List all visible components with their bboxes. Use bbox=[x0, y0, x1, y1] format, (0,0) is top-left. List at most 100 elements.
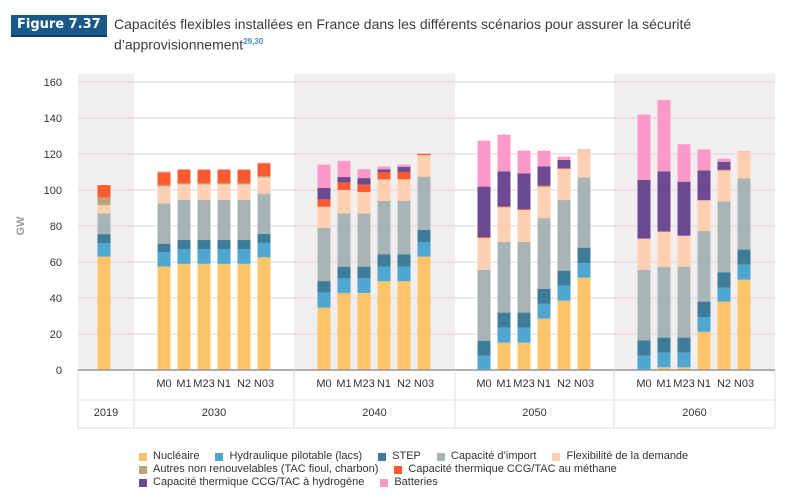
bar-segment bbox=[317, 281, 331, 293]
y-tick-label: 20 bbox=[50, 329, 62, 341]
legend-swatch bbox=[394, 465, 403, 474]
bar-segment bbox=[397, 254, 411, 267]
bar-segment bbox=[317, 164, 331, 189]
bar-segment bbox=[177, 249, 191, 264]
y-tick-label: 140 bbox=[44, 113, 62, 125]
bar-segment bbox=[177, 263, 191, 370]
bar-segment bbox=[397, 166, 411, 172]
bar-segment bbox=[417, 229, 431, 243]
bar-segment bbox=[417, 155, 431, 177]
bar-segment bbox=[577, 277, 591, 370]
bar-segment bbox=[477, 340, 491, 356]
bar-segment bbox=[157, 184, 171, 187]
bar-segment bbox=[497, 312, 511, 328]
bar-segment bbox=[557, 285, 571, 301]
bar-segment bbox=[337, 182, 351, 190]
legend-label: Flexibilité de la demande bbox=[566, 450, 689, 462]
legend-swatch bbox=[380, 478, 389, 487]
bar-segment bbox=[357, 292, 371, 370]
bar-segment bbox=[197, 184, 211, 200]
bar-segment bbox=[157, 171, 171, 173]
bar-segment bbox=[397, 172, 411, 180]
bar-segment bbox=[237, 240, 251, 250]
bar-segment bbox=[197, 169, 211, 183]
bar-segment bbox=[197, 199, 211, 241]
bar-segment bbox=[737, 279, 751, 370]
bar-segment bbox=[657, 231, 671, 267]
x-tick-label: N1 bbox=[537, 378, 551, 390]
bar-segment bbox=[537, 150, 551, 167]
bar-segment bbox=[657, 171, 671, 232]
legend-item: Capacité thermique CCG/TAC au méthane bbox=[394, 463, 617, 476]
legend-label: Hydraulique pilotable (lacs) bbox=[229, 450, 363, 462]
bar-segment bbox=[257, 175, 271, 178]
bar-segment bbox=[697, 231, 711, 302]
bar-segment bbox=[337, 190, 351, 214]
bar-segment bbox=[317, 206, 331, 228]
bar-segment bbox=[657, 367, 671, 370]
legend-swatch bbox=[139, 452, 147, 461]
x-tick-label: M1 bbox=[176, 378, 191, 390]
bar-segment bbox=[337, 278, 351, 293]
bar-segment bbox=[537, 166, 551, 186]
figure-title-text: Capacités flexibles installées en France… bbox=[114, 16, 692, 53]
bar-segment bbox=[377, 172, 391, 180]
bar-segment bbox=[377, 166, 391, 170]
x-tick-label: M23 bbox=[353, 378, 374, 390]
bar-segment bbox=[657, 352, 671, 368]
bar-segment bbox=[517, 242, 531, 313]
legend-item: Batteries bbox=[380, 476, 438, 489]
bar-segment bbox=[97, 197, 111, 206]
bar-segment bbox=[237, 182, 251, 185]
bar-segment bbox=[217, 249, 231, 264]
bar-segment bbox=[217, 182, 231, 185]
bar-segment bbox=[677, 352, 691, 368]
bar-segment bbox=[257, 162, 271, 164]
bar-segment bbox=[497, 207, 511, 243]
bar-segment bbox=[317, 307, 331, 370]
bar-segment bbox=[177, 184, 191, 200]
bar-segment bbox=[697, 149, 711, 171]
x-tick-label: M0 bbox=[636, 378, 651, 390]
legend-swatch bbox=[552, 452, 561, 461]
bar-segment bbox=[677, 337, 691, 353]
legend-row: Autres non renouvelables (TAC fioul, cha… bbox=[139, 463, 794, 476]
x-tick-label: M1 bbox=[656, 378, 671, 390]
bar-segment bbox=[677, 181, 691, 236]
bar-segment bbox=[397, 179, 411, 201]
bar-segment bbox=[737, 152, 751, 179]
legend-item: STEP bbox=[378, 450, 421, 463]
bar-segment bbox=[317, 199, 331, 207]
bar-segment bbox=[477, 269, 491, 341]
x-tick-label: N2 bbox=[557, 378, 571, 390]
legend-item: Nucléaire bbox=[139, 450, 199, 463]
x-tick-label: M0 bbox=[156, 378, 171, 390]
bar-segment bbox=[377, 179, 391, 201]
bar-segment bbox=[157, 186, 171, 204]
bar-segment bbox=[737, 151, 751, 153]
bar-segment bbox=[557, 168, 571, 201]
bar-segment bbox=[557, 159, 571, 169]
bar-segment bbox=[217, 184, 231, 200]
bar-segment bbox=[717, 169, 731, 171]
bar-segment bbox=[517, 150, 531, 174]
y-tick-label: 100 bbox=[44, 185, 62, 197]
bar-segment bbox=[477, 140, 491, 187]
legend-item: Autres non renouvelables (TAC fioul, cha… bbox=[139, 463, 378, 476]
bar-segment bbox=[357, 169, 371, 179]
bar-segment bbox=[737, 264, 751, 280]
bar-segment bbox=[97, 243, 111, 257]
bar-segment bbox=[717, 201, 731, 273]
legend-label: Batteries bbox=[394, 476, 438, 488]
bar-segment bbox=[517, 327, 531, 343]
bar-segment bbox=[417, 153, 431, 154]
bar-segment bbox=[497, 134, 511, 172]
y-tick-label: 160 bbox=[44, 77, 62, 89]
bar-segment bbox=[217, 263, 231, 370]
bar-segment bbox=[377, 266, 391, 282]
bar-segment bbox=[697, 200, 711, 232]
year-label: 2019 bbox=[94, 407, 118, 419]
y-tick-label: 80 bbox=[50, 221, 62, 233]
bar-segment bbox=[337, 213, 351, 267]
